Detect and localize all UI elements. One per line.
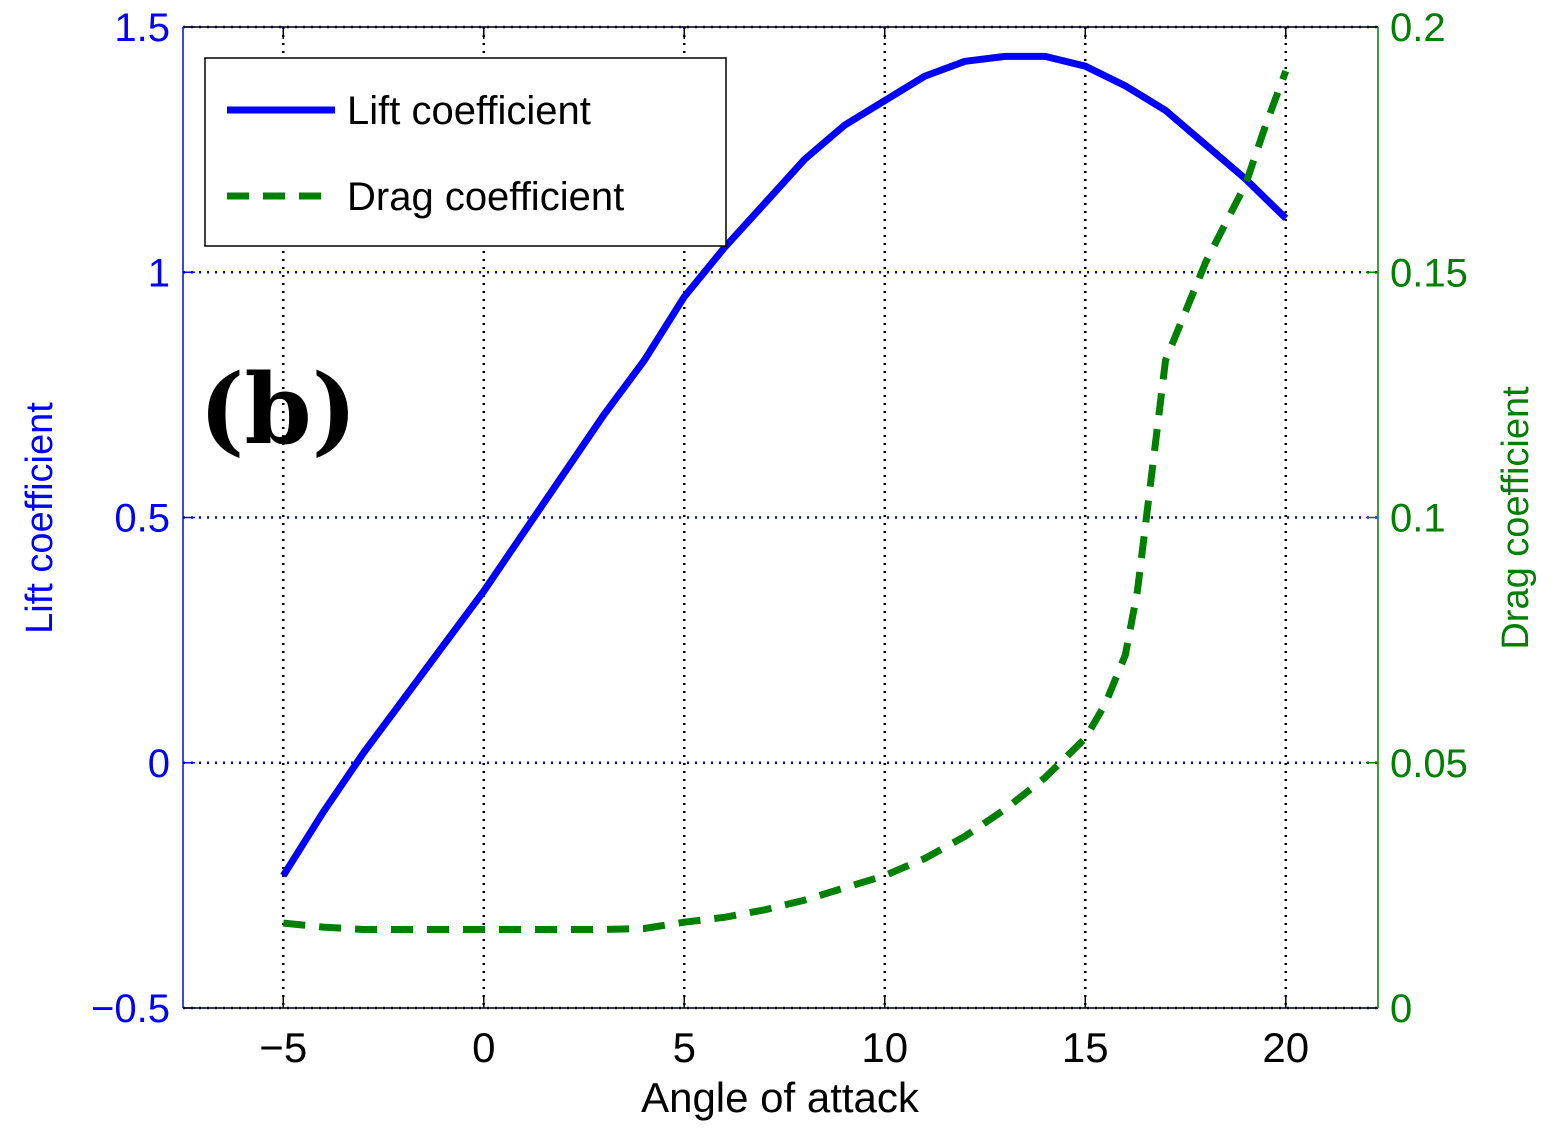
panel-label: (b) <box>199 353 357 466</box>
x-tick-label: 20 <box>1262 1024 1309 1071</box>
legend: Lift coefficient Drag coefficient <box>204 57 727 247</box>
x-tick-label: 15 <box>1062 1024 1109 1071</box>
x-tick-label: 5 <box>673 1024 696 1071</box>
legend-label-lift: Lift coefficient <box>347 89 591 133</box>
y-tick-label-left: 1 <box>148 251 170 295</box>
x-tick-label: 10 <box>861 1024 908 1071</box>
y-tick-label-left: 0 <box>148 742 170 786</box>
series-lines <box>280 52 1290 933</box>
legend-label-drag: Drag coefficient <box>347 175 624 219</box>
y-axis-label-right: Drag coefficient <box>1495 386 1537 650</box>
y-axis-label-left: Lift coefficient <box>19 402 61 634</box>
y-tick-label-right: 0 <box>1390 987 1412 1031</box>
lift-coefficient-line <box>280 52 1289 878</box>
y-tick-label-right: 0.2 <box>1390 6 1446 50</box>
x-tick-label: 0 <box>472 1024 495 1071</box>
x-tick-label: −5 <box>259 1024 307 1071</box>
y-tick-label-right: 0.1 <box>1390 497 1446 541</box>
x-axis-label: Angle of attack <box>641 1074 920 1121</box>
drag-coefficient-line <box>282 69 1290 933</box>
legend-box <box>204 57 727 247</box>
tick-labels: −5 0 5 10 15 20 −0.5 0 0.5 1 1.5 0 0.05 0.1 0.15 0.2 <box>91 6 1468 1071</box>
y-tick-label-right: 0.05 <box>1390 742 1468 786</box>
y-tick-label-left: 1.5 <box>114 6 170 50</box>
y-tick-label-right: 0.15 <box>1390 251 1468 295</box>
y-tick-label-left: −0.5 <box>91 987 170 1031</box>
y-tick-label-left: 0.5 <box>114 497 170 541</box>
axes-box <box>182 26 1379 1009</box>
